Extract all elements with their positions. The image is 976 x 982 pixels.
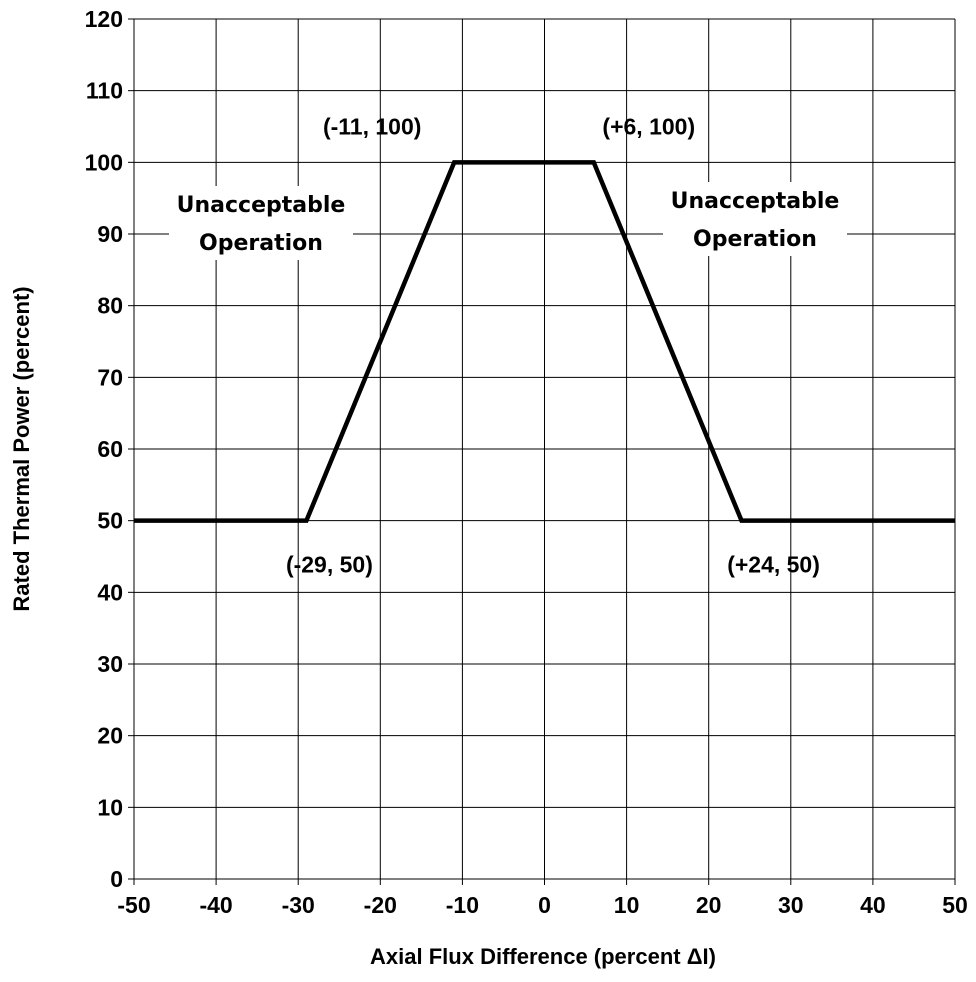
region-label: Operation bbox=[693, 227, 817, 252]
y-tick-label: 80 bbox=[97, 293, 123, 319]
grid bbox=[128, 18, 956, 885]
tick-labels: -50 -40 -30 -20 -10 0 10 20 30 40 50 0 10 20 30 40 50 60 7… bbox=[85, 6, 968, 918]
x-tick-label: -50 bbox=[117, 892, 150, 918]
y-tick-label: 30 bbox=[97, 651, 123, 677]
y-tick-label: 110 bbox=[86, 78, 123, 104]
y-tick-label: 50 bbox=[97, 508, 123, 534]
point-label: (-11, 100) bbox=[323, 113, 421, 139]
x-tick-label: -20 bbox=[364, 892, 397, 918]
region-label: Unacceptable bbox=[671, 189, 840, 214]
region-label: Operation bbox=[199, 231, 323, 256]
region-label-background bbox=[663, 182, 847, 256]
x-tick-label: 30 bbox=[778, 892, 804, 918]
y-tick-label: 120 bbox=[85, 6, 123, 32]
point-label: (-29, 50) bbox=[286, 552, 373, 578]
y-tick-label: 40 bbox=[97, 579, 123, 605]
point-label: (+6, 100) bbox=[602, 113, 695, 139]
series-line bbox=[134, 160, 955, 523]
y-tick-label: 90 bbox=[97, 221, 123, 247]
x-tick-label: -40 bbox=[199, 892, 232, 918]
y-tick-label: 20 bbox=[97, 723, 123, 749]
x-tick-label: 0 bbox=[538, 892, 551, 918]
region-label: Unacceptable bbox=[177, 193, 346, 218]
y-tick-label: 70 bbox=[97, 364, 123, 390]
point-label: (+24, 50) bbox=[727, 552, 820, 578]
region-label-background bbox=[169, 186, 353, 260]
y-tick-label: 100 bbox=[85, 149, 123, 175]
y-tick-label: 0 bbox=[110, 866, 123, 892]
y-tick-label: 10 bbox=[97, 794, 123, 820]
x-axis-title: Axial Flux Difference (percent ΔI) bbox=[370, 944, 716, 969]
x-tick-label: 50 bbox=[942, 892, 968, 918]
series-layer bbox=[134, 160, 955, 523]
x-tick-label: -30 bbox=[282, 892, 315, 918]
x-tick-label: -10 bbox=[446, 892, 479, 918]
x-tick-label: 20 bbox=[696, 892, 722, 918]
x-tick-label: 10 bbox=[614, 892, 640, 918]
y-axis-title: Rated Thermal Power (percent) bbox=[9, 286, 34, 611]
y-tick-label: 60 bbox=[97, 436, 123, 462]
x-tick-label: 40 bbox=[860, 892, 886, 918]
annotations: (-11, 100) (+6, 100) (-29, 50) (+24, 50) Una… bbox=[169, 113, 847, 578]
